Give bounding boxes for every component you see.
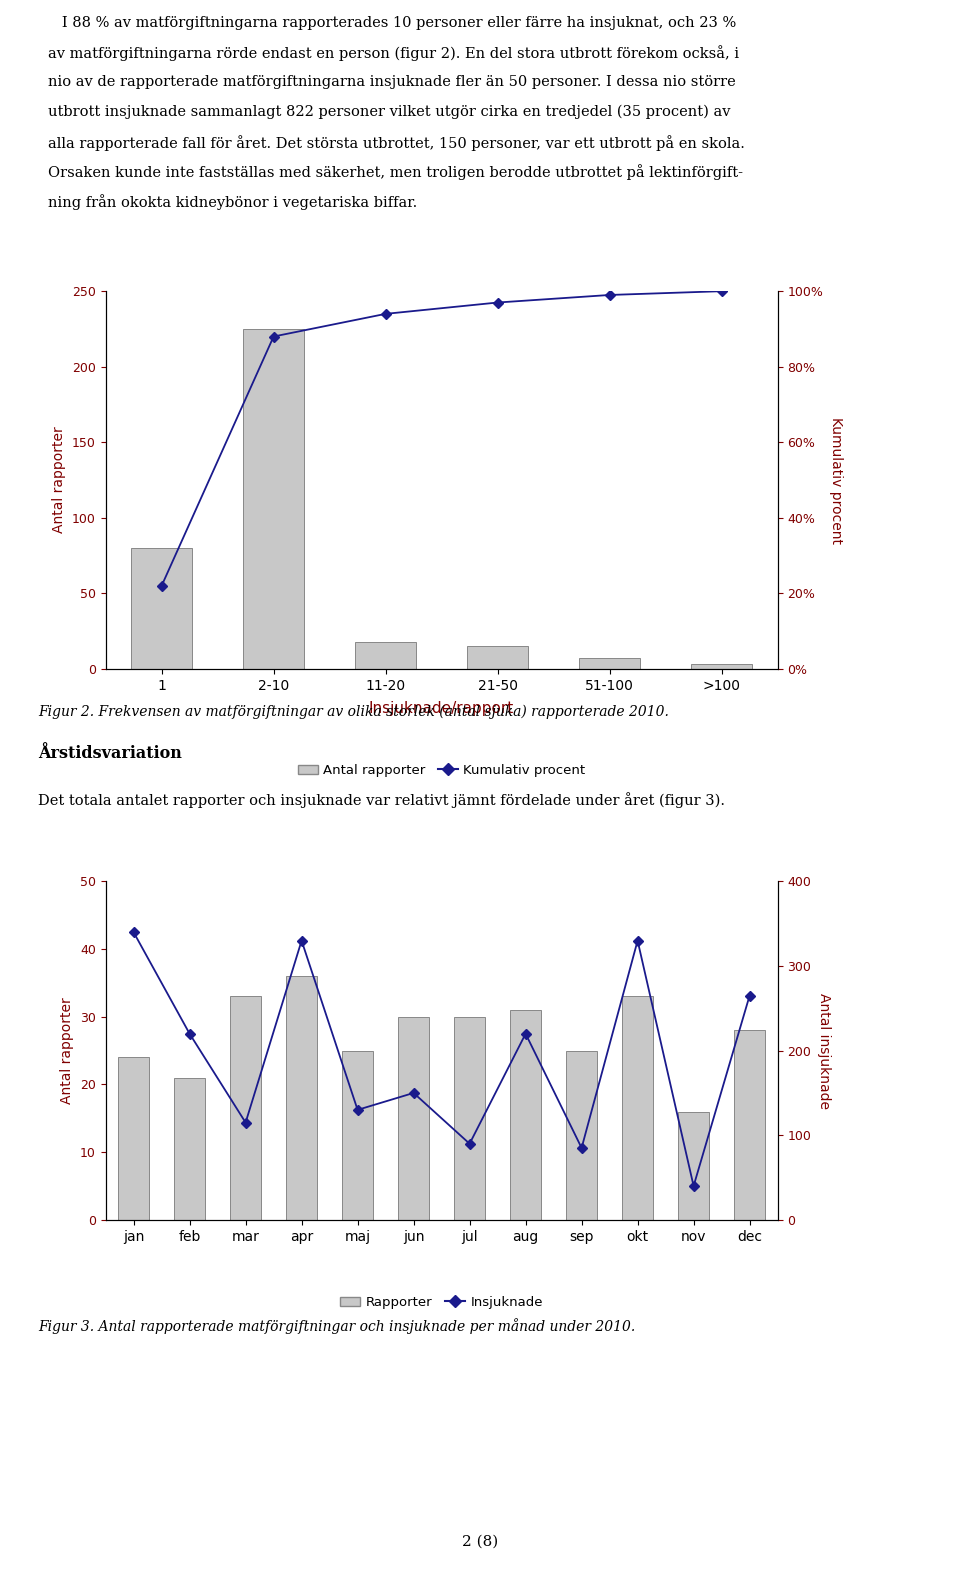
Text: I 88 % av matförgiftningarna rapporterades 10 personer eller färre ha insjuknat,: I 88 % av matförgiftningarna rapporterad… — [48, 16, 736, 30]
Bar — [286, 976, 317, 1220]
Bar — [118, 1058, 149, 1220]
Text: Det totala antalet rapporter och insjuknade var relativt jämnt fördelade under å: Det totala antalet rapporter och insjukn… — [38, 792, 726, 807]
Bar — [566, 1051, 597, 1220]
Text: Orsaken kunde inte fastställas med säkerhet, men troligen berodde utbrottet på l: Orsaken kunde inte fastställas med säker… — [48, 164, 743, 181]
Text: 2 (8): 2 (8) — [462, 1535, 498, 1549]
Y-axis label: Antal insjuknade: Antal insjuknade — [817, 993, 830, 1108]
Bar — [174, 1078, 205, 1220]
Y-axis label: Antal rapporter: Antal rapporter — [60, 998, 74, 1103]
Bar — [131, 548, 192, 669]
Legend: Antal rapporter, Kumulativ procent: Antal rapporter, Kumulativ procent — [293, 759, 590, 782]
Text: utbrott insjuknade sammanlagt 822 personer vilket utgör cirka en tredjedel (35 p: utbrott insjuknade sammanlagt 822 person… — [48, 105, 731, 120]
Bar — [678, 1111, 709, 1220]
Bar — [454, 1017, 485, 1220]
Bar — [579, 658, 640, 669]
Bar — [691, 664, 753, 669]
Text: Figur 2. Frekvensen av matförgiftningar av olika storlek (antal sjuka) rapporter: Figur 2. Frekvensen av matförgiftningar … — [38, 705, 669, 719]
Bar — [734, 1031, 765, 1220]
Text: av matförgiftningarna rörde endast en person (figur 2). En del stora utbrott för: av matförgiftningarna rörde endast en pe… — [48, 46, 739, 61]
Y-axis label: Antal rapporter: Antal rapporter — [53, 427, 66, 534]
Bar — [243, 329, 304, 669]
Bar — [510, 1011, 541, 1220]
Text: Årstidsvariation: Årstidsvariation — [38, 745, 182, 762]
X-axis label: Insjuknade/rapport: Insjuknade/rapport — [369, 700, 515, 716]
Text: ning från okokta kidneybönor i vegetariska biffar.: ning från okokta kidneybönor i vegetaris… — [48, 194, 418, 209]
Text: alla rapporterade fall för året. Det största utbrottet, 150 personer, var ett ut: alla rapporterade fall för året. Det stö… — [48, 135, 745, 151]
Bar — [467, 647, 528, 669]
Text: nio av de rapporterade matförgiftningarna insjuknade fler än 50 personer. I dess: nio av de rapporterade matförgiftningarn… — [48, 76, 735, 90]
Bar — [355, 642, 417, 669]
Y-axis label: Kumulativ procent: Kumulativ procent — [828, 417, 843, 543]
Bar — [230, 996, 261, 1220]
Legend: Rapporter, Insjuknade: Rapporter, Insjuknade — [335, 1291, 548, 1314]
Text: Figur 3. Antal rapporterade matförgiftningar och insjuknade per månad under 2010: Figur 3. Antal rapporterade matförgiftni… — [38, 1317, 636, 1335]
Bar — [342, 1051, 373, 1220]
Bar — [398, 1017, 429, 1220]
Bar — [622, 996, 653, 1220]
